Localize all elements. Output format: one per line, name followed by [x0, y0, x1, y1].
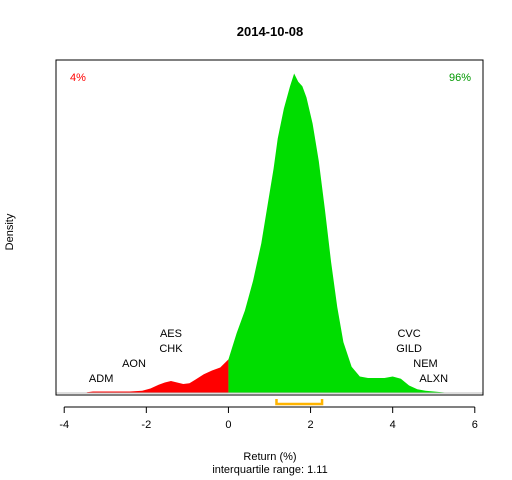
x-tick-label: 2 [307, 419, 313, 431]
x-tick-label: 6 [472, 419, 478, 431]
x-tick-label: -4 [59, 419, 69, 431]
ticker-label-aes: AES [160, 328, 182, 340]
ticker-label-aon: AON [122, 358, 146, 370]
chart-subtitle: interquartile range: 1.11 [212, 464, 327, 476]
ticker-label-adm: ADM [89, 373, 113, 385]
left-percent-label: 4% [70, 72, 86, 84]
ticker-label-alxn: ALXN [419, 373, 448, 385]
ticker-label-cvc: CVC [397, 328, 420, 340]
negative-density-area [86, 359, 229, 393]
x-axis-label: Return (%) [243, 451, 296, 463]
chart-title: 2014-10-08 [237, 24, 304, 39]
ticker-label-gild: GILD [396, 343, 422, 355]
plot-frame [55, 59, 484, 396]
right-percent-label: 96% [449, 72, 471, 84]
plot-area: ADM AON CHK AES CVC GILD NEM ALXN [56, 73, 483, 406]
iqr-bracket [275, 399, 324, 406]
x-tick-label: 0 [225, 419, 231, 431]
y-axis-label: Density [4, 213, 16, 250]
ticker-label-chk: CHK [159, 343, 183, 355]
x-tick-label: 4 [390, 419, 396, 431]
x-tick-label: -2 [141, 419, 151, 431]
positive-density-area [228, 73, 451, 393]
ticker-label-nem: NEM [413, 358, 437, 370]
